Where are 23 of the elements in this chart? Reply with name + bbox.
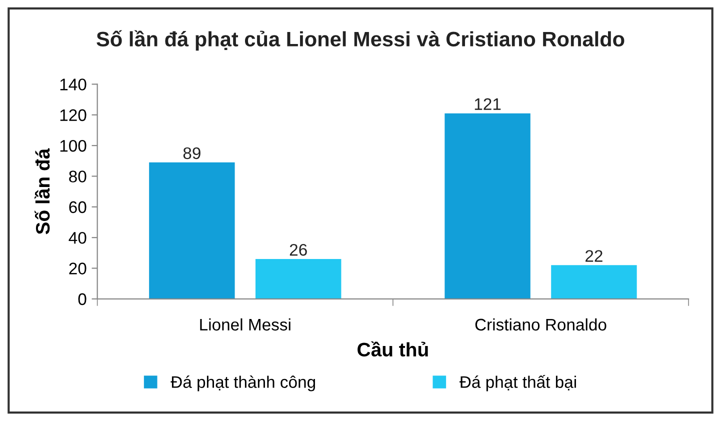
data-label: 22 <box>586 250 602 262</box>
bar <box>149 162 235 299</box>
data-label: 26 <box>290 244 307 256</box>
legend-label: Đá phạt thất bại <box>460 374 576 392</box>
y-tick-label: 60 <box>69 201 86 214</box>
y-tick-label: 140 <box>60 78 86 90</box>
x-tick-label: Cristiano Ronaldo <box>475 318 606 331</box>
x-axis-title: Cầu thủ <box>358 341 428 357</box>
bar <box>551 265 637 299</box>
bar <box>444 113 530 299</box>
y-tick-label: 120 <box>60 109 86 122</box>
y-tick-label: 100 <box>60 140 86 152</box>
x-tick-label: Lionel Messi <box>200 318 290 331</box>
data-label: 89 <box>183 147 200 160</box>
chart-title: Số lần đá phạt của Lionel Messi và Cristiano Ronaldo <box>96 30 624 51</box>
y-tick-label: 40 <box>68 232 86 244</box>
y-tick-label: 80 <box>69 170 86 182</box>
y-tick-label: 20 <box>69 262 86 274</box>
legend-label: Đá phạt thành công <box>170 376 316 392</box>
y-axis-title: Số lần đá <box>34 148 50 234</box>
y-tick-label: 0 <box>78 293 86 306</box>
bar <box>255 259 342 299</box>
data-label: 121 <box>474 98 501 110</box>
